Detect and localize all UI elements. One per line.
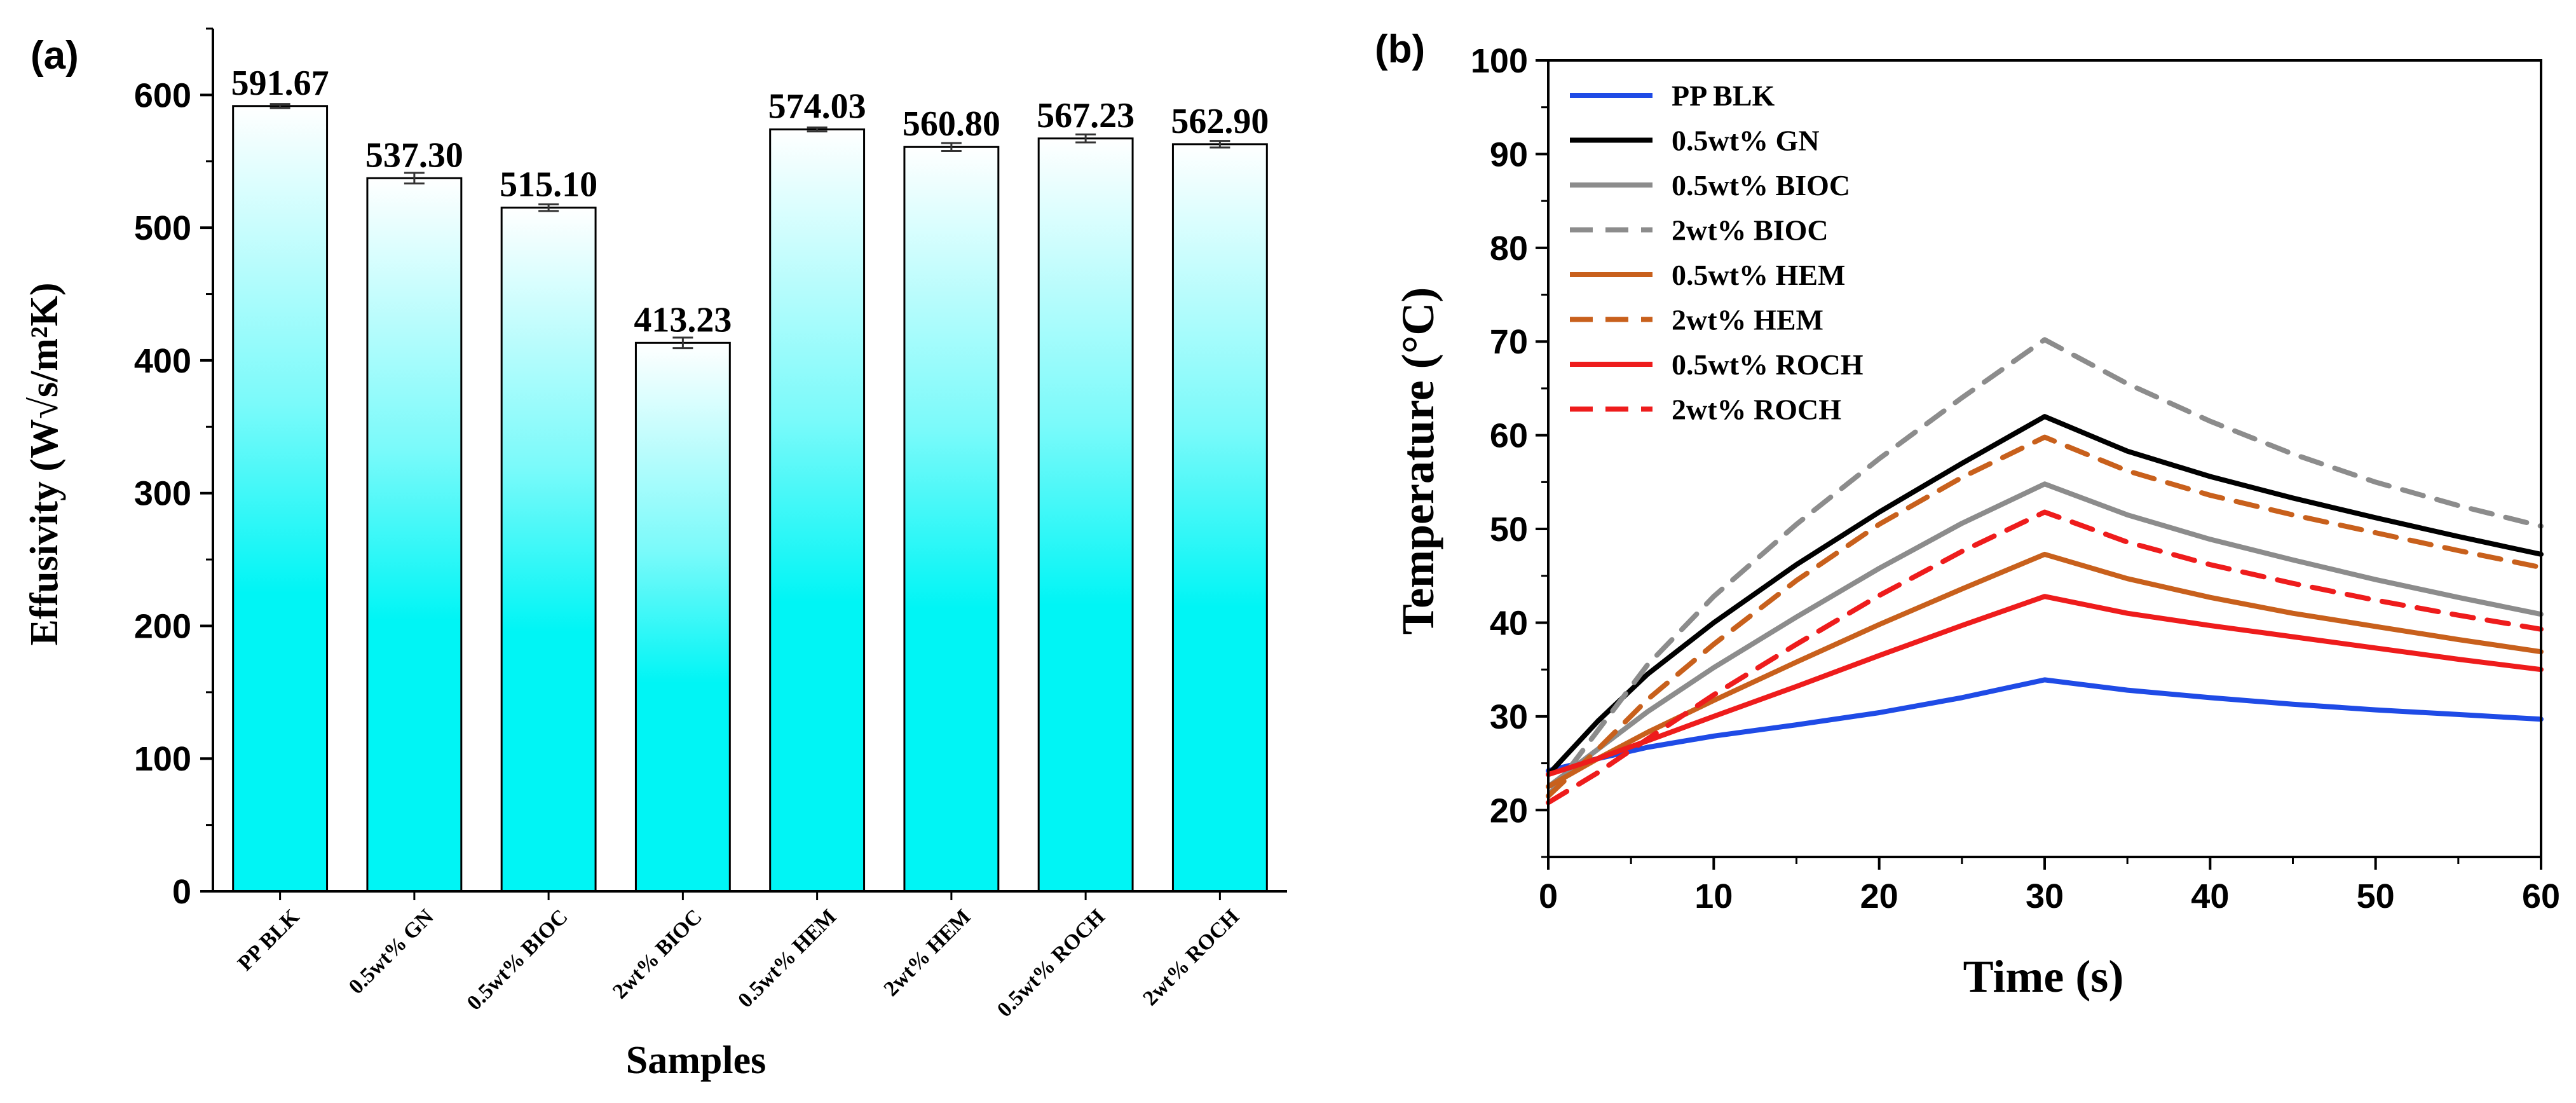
value-label: 560.80 [903, 104, 1000, 144]
x-tick-label: 0.5wt% BIOC [463, 905, 573, 1015]
y-tick-labels-b: 20 30 40 50 60 70 80 90 100 [1471, 42, 1528, 830]
x-tick-label: 0.5wt% GN [344, 905, 439, 999]
x-tick-label: 10 [1694, 877, 1733, 915]
legend-label: 2wt% HEM [1672, 304, 1823, 336]
x-tick-label: 0 [1539, 877, 1558, 915]
y-tick-label: 80 [1490, 230, 1528, 268]
series-line [1546, 434, 2544, 799]
y-axis-title-b: Temperature (°C) [1393, 287, 1443, 635]
x-tick-label: 60 [2522, 877, 2560, 915]
y-tick-label: 400 [134, 342, 191, 380]
y-tick-label: 300 [134, 475, 191, 513]
bar [769, 128, 866, 893]
y-tick-label: 90 [1490, 135, 1528, 174]
x-axis-title: Samples [626, 1039, 766, 1082]
legend-label: 0.5wt% HEM [1672, 259, 1845, 291]
y-tick-label: 60 [1490, 417, 1528, 455]
bar-chart-axes [200, 27, 1287, 900]
bar [500, 207, 597, 893]
legend-label: 2wt% BIOC [1672, 214, 1829, 247]
y-tick-label: 70 [1490, 323, 1528, 361]
bar [1171, 143, 1268, 893]
bar-chart-panel: (a) 591.67 537.30 515.10 413.23 574.03 560.80… [23, 27, 1287, 1082]
legend-label: PP BLK [1672, 79, 1775, 112]
series-line [1546, 337, 2544, 799]
value-label: 574.03 [768, 87, 866, 127]
series-line [1546, 481, 2544, 790]
bar [634, 341, 731, 893]
x-tick-label: 2wt% HEM [879, 905, 975, 1001]
bar [366, 177, 463, 893]
series-line [1546, 677, 2544, 774]
bar [1037, 137, 1134, 893]
y-tick-label: 600 [134, 76, 191, 114]
x-tick-label: 50 [2357, 877, 2395, 915]
y-tick-label: 30 [1490, 698, 1528, 736]
y-tick-label: 20 [1490, 791, 1528, 830]
x-tick-labels: PP BLK 0.5wt% GN 0.5wt% BIOC 2wt% BIOC 0.5wt… [233, 905, 1244, 1022]
y-tick-label: 0 [172, 873, 191, 911]
value-label: 515.10 [500, 165, 597, 205]
bar [903, 146, 1000, 893]
x-tick-label: 0.5wt% ROCH [993, 905, 1110, 1022]
panel-label-a: (a) [31, 34, 79, 78]
y-tick-labels: 0 100 200 300 400 500 600 [134, 76, 191, 911]
legend-label: 0.5wt% BIOC [1672, 169, 1850, 202]
legend-label: 0.5wt% ROCH [1672, 348, 1864, 381]
y-tick-label: 100 [134, 740, 191, 778]
y-tick-label: 200 [134, 607, 191, 645]
legend-label: 2wt% ROCH [1672, 394, 1841, 426]
y-tick-label: 100 [1471, 42, 1528, 80]
value-label: 562.90 [1171, 102, 1269, 141]
value-label: 537.30 [365, 135, 463, 175]
x-tick-label: 0.5wt% HEM [733, 905, 841, 1012]
x-tick-label: 20 [1860, 877, 1898, 915]
series-line [1546, 414, 2544, 778]
y-tick-label: 500 [134, 209, 191, 247]
legend: PP BLK 0.5wt% GN 0.5wt% BIOC 2wt% BIOC 0.5wt… [1570, 79, 1864, 426]
value-label: 591.67 [231, 64, 329, 103]
series-line [1546, 594, 2544, 778]
series-line [1546, 509, 2544, 805]
bar-group [232, 105, 1268, 893]
y-tick-label: 40 [1490, 604, 1528, 642]
value-label: 413.23 [634, 300, 732, 339]
x-tick-label: PP BLK [233, 905, 304, 975]
panel-label-b: (b) [1375, 27, 1425, 71]
bar [232, 105, 329, 893]
series-lines [1546, 337, 2544, 805]
error-bar-group [269, 103, 1230, 350]
line-chart-panel: (b) 20 30 40 50 60 70 80 90 100 0 10 20 30 40 50 60 PP… [1375, 27, 2560, 1002]
x-tick-label: 40 [2191, 877, 2229, 915]
x-axis-title-b: Time (s) [1963, 951, 2124, 1002]
series-line [1546, 551, 2544, 790]
x-tick-label: 2wt% ROCH [1138, 905, 1244, 1010]
value-label: 567.23 [1037, 96, 1135, 135]
line-chart-axes [1536, 59, 2542, 870]
value-label-group: 591.67 537.30 515.10 413.23 574.03 560.80 567.… [231, 64, 1269, 340]
y-tick-label: 50 [1490, 510, 1528, 549]
x-tick-label: 30 [2026, 877, 2064, 915]
x-tick-label: 2wt% BIOC [608, 905, 707, 1003]
legend-label: 0.5wt% GN [1672, 125, 1820, 157]
y-axis-title: Effusivity (W√s/m²K) [23, 283, 66, 646]
x-tick-labels-b: 0 10 20 30 40 50 60 [1539, 877, 2560, 915]
